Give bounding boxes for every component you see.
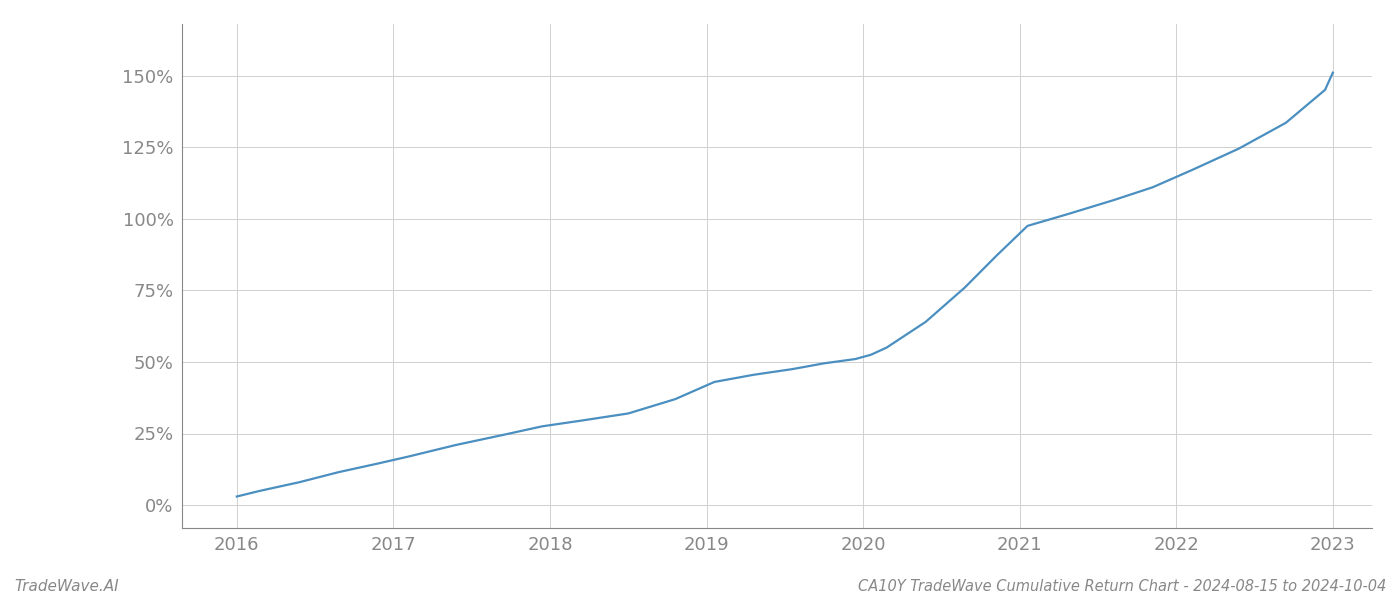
Text: TradeWave.AI: TradeWave.AI (14, 579, 119, 594)
Text: CA10Y TradeWave Cumulative Return Chart - 2024-08-15 to 2024-10-04: CA10Y TradeWave Cumulative Return Chart … (858, 579, 1386, 594)
